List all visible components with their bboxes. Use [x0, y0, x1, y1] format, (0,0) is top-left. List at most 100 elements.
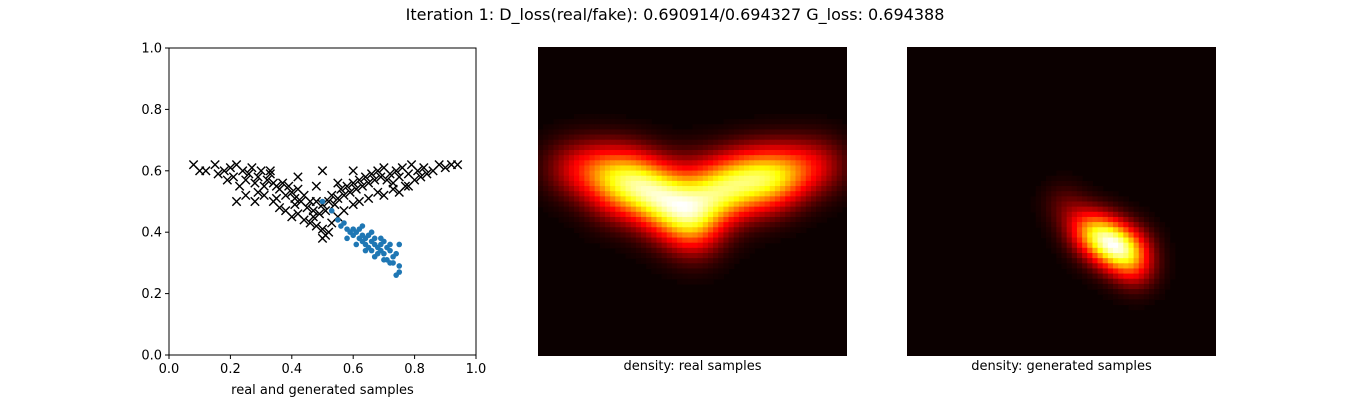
density-real-cell: [692, 180, 699, 187]
real-sample-marker: [339, 206, 349, 216]
density-real-cell: [589, 211, 596, 218]
density-real-cell: [713, 227, 719, 233]
density-generated-cell: [1097, 206, 1104, 213]
density-real-cell: [841, 155, 847, 161]
density-real-cell: [795, 139, 802, 146]
density-real-cell: [568, 175, 575, 182]
density-generated-cell: [1149, 263, 1155, 270]
density-real-cell: [610, 150, 616, 156]
density-real-cell: [589, 155, 596, 161]
density-real-cell: [795, 160, 802, 167]
density-generated-cell: [1138, 247, 1145, 254]
density-real-cell: [646, 155, 652, 161]
density-real-cell: [754, 201, 761, 208]
density-generated-cell: [1061, 258, 1068, 264]
density-real-cell: [666, 186, 673, 192]
density-real-cell: [682, 155, 688, 161]
density-generated-cell: [1107, 289, 1114, 295]
density-generated-cell: [1107, 216, 1114, 223]
density-real-cell: [584, 186, 591, 192]
density-real-cell: [738, 155, 745, 161]
density-generated-cell: [1097, 196, 1104, 203]
density-real-cell: [574, 124, 580, 130]
density-real-cell: [785, 180, 791, 187]
density-real-cell: [630, 155, 637, 161]
density-real-cell: [821, 124, 827, 130]
density-real-cell: [759, 165, 766, 172]
density-real-cell: [620, 139, 627, 146]
density-generated-cell: [1082, 180, 1088, 187]
figure-title: Iteration 1: D_loss(real/fake): 0.690914…: [405, 5, 945, 24]
density-real-cell: [599, 165, 606, 172]
density-real-cell: [553, 211, 560, 218]
density-real-cell: [548, 180, 555, 187]
density-real-cell: [810, 196, 817, 203]
density-real-cell: [785, 129, 791, 136]
density-real-cell: [795, 186, 802, 192]
density-real-cell: [594, 150, 601, 156]
density-real-cell: [790, 227, 797, 233]
density-real-cell: [651, 170, 658, 177]
density-real-cell: [795, 155, 802, 161]
density-real-cell: [810, 155, 817, 161]
density-real-cell: [563, 216, 570, 223]
density-real-cell: [718, 196, 724, 203]
density-real-cell: [682, 186, 688, 192]
density-real-cell: [661, 273, 668, 280]
density-real-cell: [574, 196, 580, 203]
density-real-cell: [553, 170, 560, 177]
density-real-cell: [738, 124, 745, 130]
density-real-cell: [641, 237, 647, 244]
density-generated-cell: [1138, 227, 1145, 233]
density-generated-cell: [1092, 227, 1099, 233]
density-real-cell: [682, 222, 688, 228]
density-real-cell: [836, 206, 843, 213]
density-real-cell: [718, 124, 724, 130]
density-real-cell: [769, 196, 776, 203]
density-real-cell: [702, 124, 709, 130]
density-real-cell: [718, 201, 724, 208]
density-real-cell: [641, 206, 647, 213]
density-real-cell: [733, 150, 740, 156]
density-real-cell: [780, 227, 786, 233]
density-real-cell: [692, 175, 699, 182]
density-real-cell: [594, 119, 601, 125]
density-generated-cell: [1123, 289, 1130, 295]
density-real-cell: [589, 139, 596, 146]
density-real-cell: [821, 160, 827, 167]
density-real-cell: [759, 113, 766, 120]
density-real-cell: [641, 119, 647, 125]
density-real-cell: [785, 186, 791, 192]
density-real-cell: [589, 191, 596, 197]
density-real-cell: [568, 155, 575, 161]
density-real-cell: [821, 170, 827, 177]
density-real-cell: [677, 258, 683, 264]
density-real-cell: [682, 129, 688, 136]
real-sample-marker: [360, 172, 371, 182]
density-generated-cell: [1149, 242, 1155, 249]
density-real-cell: [800, 129, 807, 136]
density-real-cell: [563, 155, 570, 161]
density-real-cell: [795, 150, 802, 156]
real-sample-marker: [391, 166, 401, 176]
density-real-cell: [728, 196, 735, 203]
density-real-cell: [733, 227, 740, 233]
density-real-cell: [692, 242, 699, 249]
density-generated-cell: [1040, 196, 1047, 203]
density-generated-cell: [1164, 232, 1171, 239]
density-real-cell: [718, 144, 724, 151]
density-real-cell: [759, 232, 766, 239]
density-generated-cell: [1102, 227, 1109, 233]
density-real-cell: [656, 191, 663, 197]
density-real-cell: [625, 206, 632, 213]
density-generated-cell: [1143, 289, 1150, 295]
density-real-cell: [723, 253, 730, 259]
density-real-cell: [548, 206, 555, 213]
density-real-cell: [620, 124, 627, 130]
density-real-cell: [754, 175, 761, 182]
density-generated-cell: [1159, 268, 1166, 275]
density-generated-cell: [1133, 211, 1140, 218]
density-real-cell: [692, 263, 699, 270]
density-real-cell: [563, 134, 570, 141]
density-real-cell: [785, 160, 791, 167]
